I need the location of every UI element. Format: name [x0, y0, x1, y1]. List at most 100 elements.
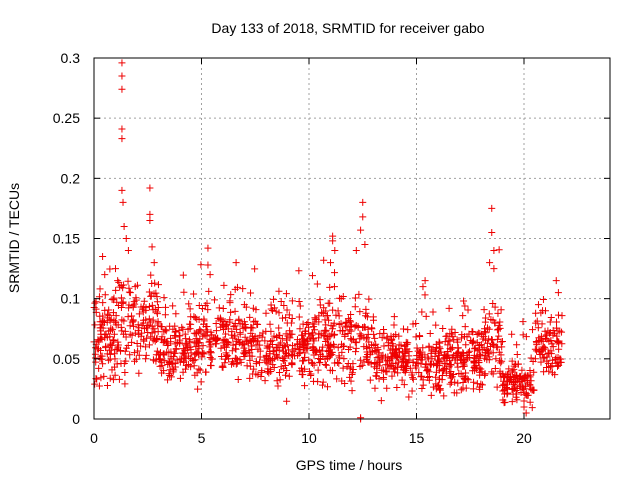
- data-point: [241, 350, 249, 358]
- data-point: [120, 317, 128, 325]
- data-point: [494, 343, 502, 351]
- data-point: [315, 318, 323, 326]
- data-point: [490, 265, 498, 273]
- data-point: [499, 387, 507, 395]
- data-point: [376, 330, 384, 338]
- data-point: [106, 327, 114, 335]
- data-point: [190, 329, 198, 337]
- data-point: [312, 347, 320, 355]
- data-point: [548, 362, 556, 370]
- data-point: [207, 362, 215, 370]
- data-point: [471, 354, 479, 362]
- data-point: [462, 341, 470, 349]
- data-point: [210, 296, 218, 304]
- data-point: [145, 315, 153, 323]
- data-point: [215, 304, 223, 312]
- data-point: [114, 338, 122, 346]
- data-point: [539, 354, 547, 362]
- data-point: [171, 328, 179, 336]
- data-point: [390, 333, 398, 341]
- data-point: [495, 321, 503, 329]
- data-point: [252, 358, 260, 366]
- data-point: [390, 321, 398, 329]
- data-point: [285, 372, 293, 380]
- data-point: [509, 368, 517, 376]
- data-point: [265, 369, 273, 377]
- data-point: [192, 335, 200, 343]
- data-point: [181, 330, 189, 338]
- data-point: [247, 324, 255, 332]
- data-point: [494, 325, 502, 333]
- data-point: [349, 369, 357, 377]
- data-point: [126, 289, 134, 297]
- data-point: [142, 316, 150, 324]
- data-point: [532, 319, 540, 327]
- data-point: [165, 358, 173, 366]
- data-point: [246, 362, 254, 370]
- data-point: [322, 337, 330, 345]
- data-point: [492, 355, 500, 363]
- data-point: [436, 385, 444, 393]
- data-point: [531, 345, 539, 353]
- data-point: [249, 332, 257, 340]
- data-point: [150, 259, 158, 267]
- data-point: [305, 368, 313, 376]
- data-point: [117, 294, 125, 302]
- data-point: [307, 371, 315, 379]
- data-point: [488, 368, 496, 376]
- data-point: [333, 359, 341, 367]
- data-point: [181, 365, 189, 373]
- data-point: [134, 327, 142, 335]
- data-point: [121, 347, 129, 355]
- data-point: [104, 356, 112, 364]
- data-point: [212, 337, 220, 345]
- data-point: [153, 335, 161, 343]
- data-point: [401, 368, 409, 376]
- data-point: [110, 337, 118, 345]
- data-point: [450, 389, 458, 397]
- data-point: [341, 322, 349, 330]
- data-point: [497, 338, 505, 346]
- data-point: [462, 384, 470, 392]
- data-point: [448, 325, 456, 333]
- data-point: [118, 186, 126, 194]
- data-point: [347, 321, 355, 329]
- data-point: [159, 338, 167, 346]
- data-point: [98, 352, 106, 360]
- data-point: [508, 357, 516, 365]
- data-point: [126, 322, 134, 330]
- data-point: [511, 373, 519, 381]
- data-point: [187, 354, 195, 362]
- data-point: [124, 277, 132, 285]
- data-point: [432, 373, 440, 381]
- data-point: [121, 327, 129, 335]
- data-point: [362, 312, 370, 320]
- data-point: [321, 360, 329, 368]
- data-point: [288, 315, 296, 323]
- data-point: [265, 343, 273, 351]
- data-point: [323, 383, 331, 391]
- data-point: [526, 381, 534, 389]
- data-point: [326, 366, 334, 374]
- data-point: [104, 310, 112, 318]
- data-point: [444, 341, 452, 349]
- data-point: [529, 326, 537, 334]
- data-point: [117, 347, 125, 355]
- data-point: [324, 333, 332, 341]
- data-point: [438, 376, 446, 384]
- data-point: [147, 292, 155, 300]
- data-point: [536, 350, 544, 358]
- data-point: [142, 355, 150, 363]
- data-point: [371, 347, 379, 355]
- data-point: [483, 345, 491, 353]
- data-point: [110, 330, 118, 338]
- y-tick-label: 0.25: [53, 110, 80, 126]
- data-point: [227, 308, 235, 316]
- data-point: [156, 362, 164, 370]
- data-point: [532, 347, 540, 355]
- data-point: [425, 368, 433, 376]
- data-point: [510, 362, 518, 370]
- data-point: [466, 347, 474, 355]
- data-point: [300, 335, 308, 343]
- data-point: [347, 318, 355, 326]
